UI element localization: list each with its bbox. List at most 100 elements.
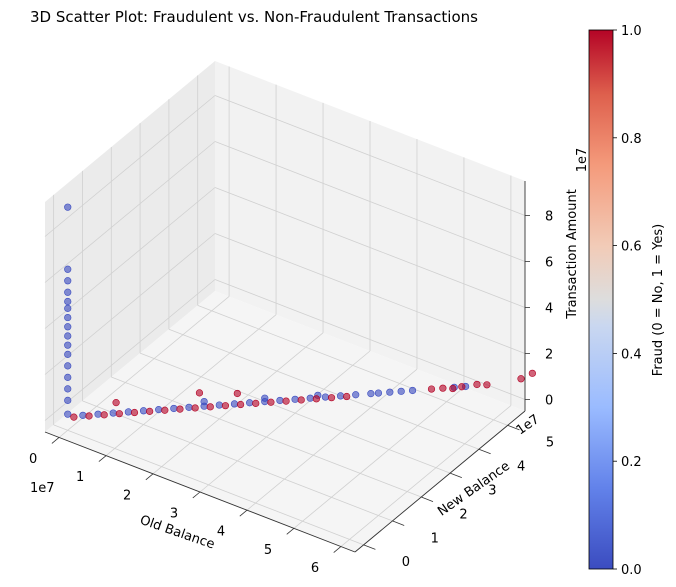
fraud-point — [85, 412, 93, 420]
fraud-point — [70, 413, 78, 421]
non-fraud-point — [352, 391, 360, 399]
non-fraud-point — [215, 401, 223, 409]
colorbar-ticks: 0.0 0.2 0.4 0.6 0.8 1.0 — [613, 24, 642, 578]
fraud-point — [130, 408, 139, 417]
y-tick-label: 0 — [402, 555, 410, 570]
fraud-point — [297, 396, 305, 404]
z-tick-label: 6 — [545, 256, 553, 271]
non-fraud-point — [185, 403, 193, 411]
y-tick-mark — [507, 424, 520, 431]
non-fraud-point — [200, 397, 208, 406]
chart-title: 3D Scatter Plot: Fraudulent vs. Non-Frau… — [30, 8, 478, 26]
y-tick-label: 1 — [431, 531, 439, 546]
z-tick-label: 2 — [545, 348, 553, 363]
colorbar: 0.0 0.2 0.4 0.6 0.8 1.0 Fraud (0 = No, 1 = Ye… — [588, 24, 666, 578]
non-fraud-point — [64, 203, 72, 211]
x-tick-label: 0 — [29, 452, 37, 467]
y-tick-mark — [449, 472, 462, 479]
fraud-point — [100, 411, 108, 419]
grid-line-z — [44, 279, 216, 421]
y-tick-label: 4 — [517, 460, 525, 475]
non-fraud-point — [139, 407, 148, 415]
y-axis-line — [354, 410, 526, 553]
colorbar-label: Fraud (0 = No, 1 = Yes) — [651, 224, 666, 376]
non-fraud-point — [64, 332, 72, 340]
grid-line-y — [197, 304, 508, 426]
colorbar-tick-label: 0.4 — [621, 347, 642, 362]
fraud-point — [115, 410, 123, 418]
grid-line-z — [44, 187, 216, 329]
grid-line-z — [214, 141, 526, 262]
x-tick-label: 4 — [217, 525, 225, 540]
x-tick-label: 3 — [170, 507, 178, 522]
x-tick-mark — [333, 546, 342, 553]
grid-line-z — [44, 95, 216, 237]
z-tick-label: 8 — [545, 210, 553, 225]
grid-line-z — [214, 95, 526, 216]
grid-line-y — [168, 328, 480, 450]
non-fraud-point — [109, 409, 117, 417]
fraud-point — [176, 405, 184, 413]
non-fraud-point — [291, 395, 299, 403]
non-fraud-point — [64, 341, 72, 349]
x-tick-mark — [98, 455, 107, 462]
x-tick-mark — [145, 473, 154, 481]
grid-line-y — [82, 400, 393, 522]
non-fraud-point — [170, 404, 178, 413]
fraud-point — [343, 392, 351, 401]
x-tick-label: 5 — [264, 543, 272, 558]
non-fraud-point — [261, 394, 269, 402]
fraud-point — [282, 397, 290, 405]
grid-line-y — [53, 424, 364, 546]
fraud-point — [161, 406, 169, 414]
z-offset-text: 1e7 — [575, 148, 590, 173]
non-fraud-point — [336, 392, 345, 400]
non-fraud-point — [276, 396, 284, 405]
non-fraud-point — [64, 385, 72, 393]
non-fraud-point — [397, 387, 405, 395]
non-fraud-point — [64, 265, 72, 273]
non-fraud-point — [64, 297, 72, 306]
non-fraud-point — [64, 410, 72, 418]
y-tick-mark — [363, 544, 376, 550]
y-tick-label: 5 — [546, 436, 554, 451]
fraud-point — [439, 384, 447, 392]
y-tick-label: 2 — [459, 507, 467, 522]
fraud-point — [517, 375, 525, 383]
x-tick-mark — [51, 437, 60, 444]
grid-line-x — [340, 405, 512, 547]
non-fraud-point — [321, 393, 329, 401]
z-tick-label: 0 — [545, 394, 553, 409]
x-tick-label: 2 — [123, 488, 131, 503]
x-offset-text: 1e7 — [30, 481, 55, 496]
non-fraud-point — [79, 411, 87, 419]
fraud-point — [427, 385, 436, 393]
non-fraud-point — [64, 277, 72, 285]
z-tick-label: 4 — [545, 302, 553, 317]
grid-line-z — [214, 187, 526, 308]
grid-line-y — [139, 352, 451, 474]
grid-line-z — [214, 233, 526, 354]
fraud-point — [449, 384, 457, 393]
fraud-point — [191, 404, 199, 412]
grid-line-y — [111, 376, 422, 498]
fraud-point — [195, 389, 204, 397]
non-fraud-point — [306, 394, 314, 402]
y-tick-mark — [392, 520, 405, 526]
colorbar-tick-label: 0.2 — [621, 455, 642, 470]
colorbar-tick-label: 0.0 — [621, 563, 642, 578]
fraud-point — [327, 394, 336, 402]
non-fraud-point — [64, 323, 72, 331]
non-fraud-point — [367, 390, 375, 398]
grid-line-x — [293, 387, 465, 529]
grid-line-z — [214, 279, 526, 400]
fraud-point — [236, 400, 245, 409]
fraud-point — [221, 402, 230, 410]
colorbar-tick-label: 1.0 — [621, 24, 642, 39]
fraud-point — [312, 395, 320, 403]
y-tick-label: 3 — [488, 483, 496, 498]
fraud-point — [528, 369, 536, 377]
fraud-point — [483, 381, 491, 389]
grid-line-z — [44, 233, 216, 375]
x-tick-label: 1 — [76, 470, 84, 485]
